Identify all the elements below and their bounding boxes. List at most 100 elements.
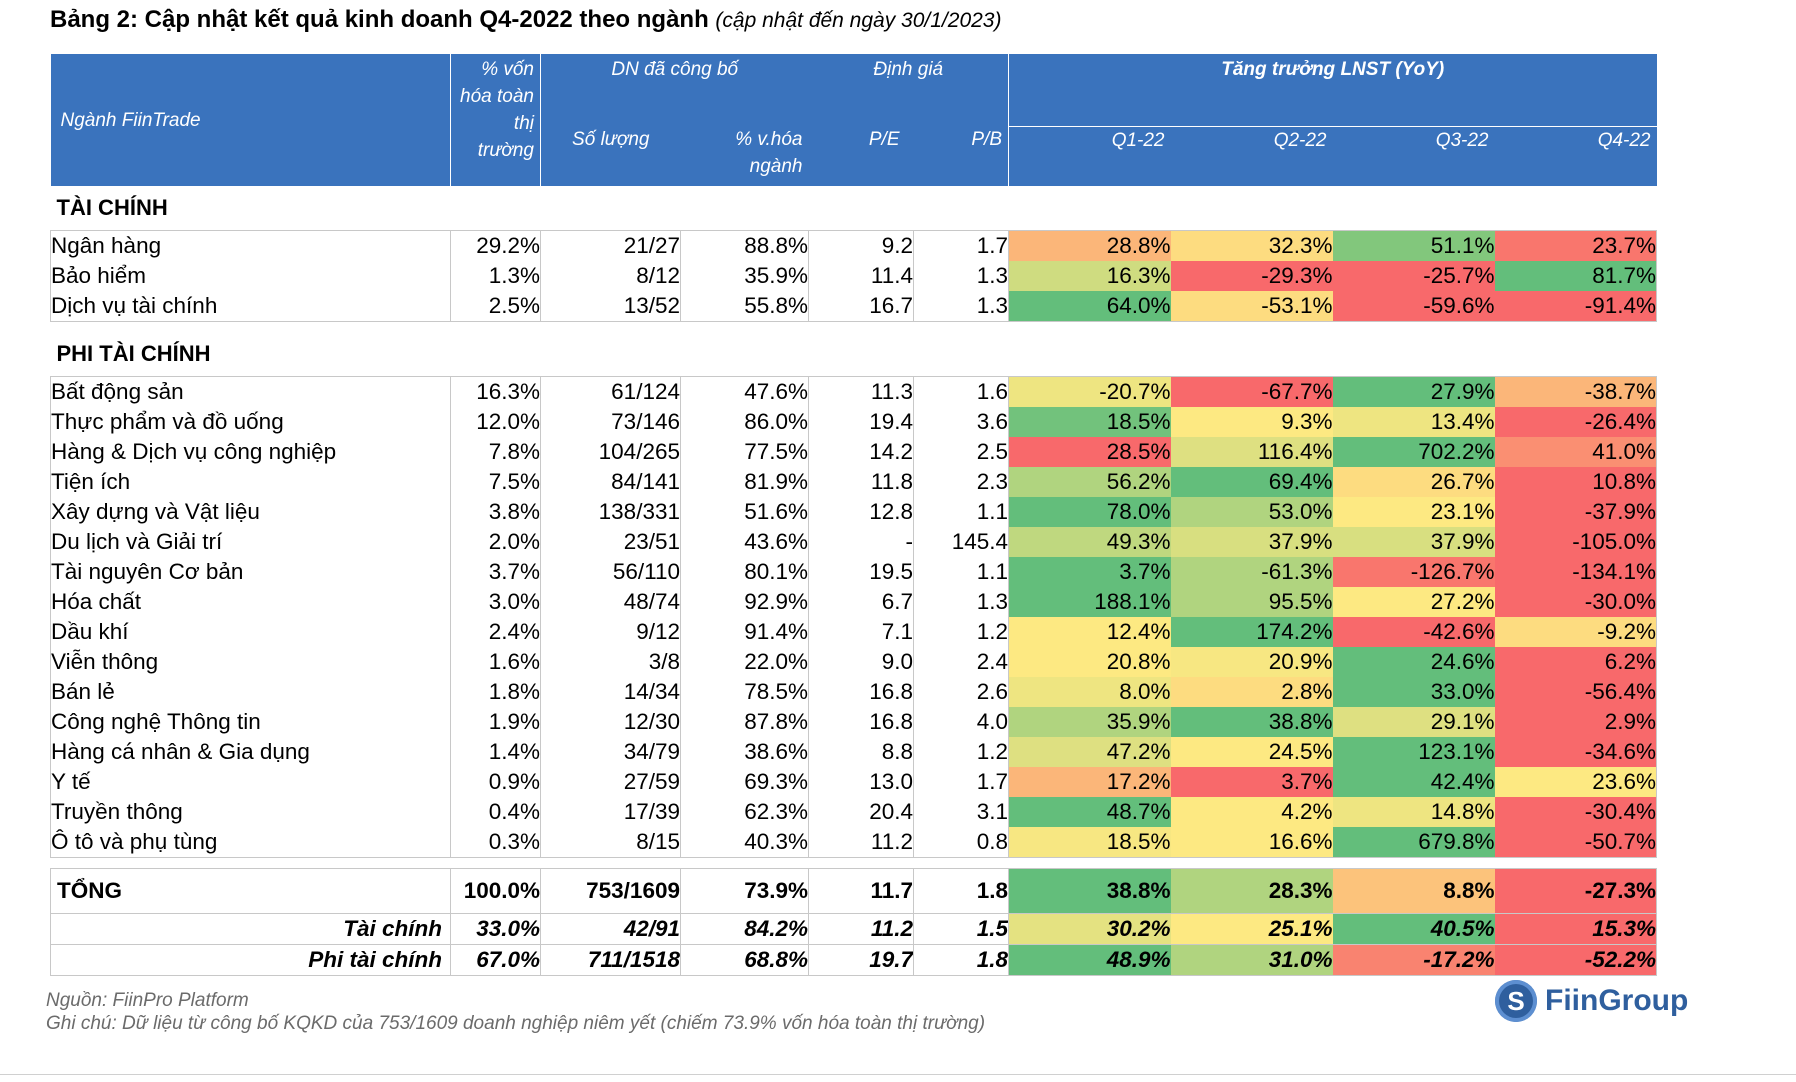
table-row: Bảo hiểm 1.3% 8/12 35.9% 11.4 1.3 16.3% -29.3% -… [50, 261, 1657, 291]
count-cell: 23/51 [540, 527, 681, 557]
count-cell: 3/8 [540, 647, 681, 677]
pct-cell: 77.5% [680, 437, 809, 467]
growth-q3-cell: 23.1% [1332, 497, 1495, 527]
count-cell: 9/12 [540, 617, 681, 647]
pb-cell: 1.7 [913, 230, 1009, 261]
header-pct-industry: % v.hóa ngành [680, 126, 809, 186]
growth-q3-cell: 42.4% [1332, 767, 1495, 797]
count-cell: 14/34 [540, 677, 681, 707]
growth-q1-cell: 8.0% [1008, 677, 1171, 707]
industry-name: Viễn thông [50, 647, 451, 677]
pb-cell: 1.2 [913, 617, 1009, 647]
market-cap-cell: 3.0% [450, 587, 541, 617]
growth-q4-cell: 23.6% [1494, 767, 1657, 797]
growth-q4-cell: 81.7% [1494, 261, 1657, 291]
count-cell: 104/265 [540, 437, 681, 467]
growth-q2-cell: 20.9% [1170, 647, 1333, 677]
growth-q4-cell: 23.7% [1494, 230, 1657, 261]
growth-q3-cell: 27.9% [1332, 376, 1495, 407]
pe-cell: 11.4 [808, 261, 914, 291]
section-title: PHI TÀI CHÍNH [56, 341, 211, 366]
growth-q2-cell: 69.4% [1170, 467, 1333, 497]
pct-cell: 22.0% [680, 647, 809, 677]
pb-cell: 2.3 [913, 467, 1009, 497]
fiingroup-logo: S FiinGroup [1495, 980, 1688, 1022]
growth-q3-cell: 37.9% [1332, 527, 1495, 557]
header-q2: Q2-22 [1170, 126, 1333, 186]
pe-cell: 11.2 [808, 827, 914, 858]
pe-cell: 19.5 [808, 557, 914, 587]
pe-cell: 16.7 [808, 291, 914, 322]
pe-cell: 20.4 [808, 797, 914, 827]
pct-cell: 51.6% [680, 497, 809, 527]
pct-cell: 68.8% [680, 944, 809, 976]
growth-q3-cell: 51.1% [1332, 230, 1495, 261]
table-row: Hóa chất 3.0% 48/74 92.9% 6.7 1.3 188.1% 95.5% 2… [50, 587, 1657, 617]
growth-q2-cell: 2.8% [1170, 677, 1333, 707]
growth-q4-cell: 41.0% [1494, 437, 1657, 467]
table-row: Dầu khí 2.4% 9/12 91.4% 7.1 1.2 12.4% 174.2% -42… [50, 617, 1657, 647]
growth-q1-cell: 3.7% [1008, 557, 1171, 587]
market-cap-cell: 1.9% [450, 707, 541, 737]
growth-q2-cell: 16.6% [1170, 827, 1333, 858]
count-cell: 21/27 [540, 230, 681, 261]
growth-q2-cell: 32.3% [1170, 230, 1333, 261]
table-row: Ngân hàng 29.2% 21/27 88.8% 9.2 1.7 28.8% 32.3%… [50, 230, 1657, 261]
pb-cell: 145.4 [913, 527, 1009, 557]
growth-q2-cell: 95.5% [1170, 587, 1333, 617]
growth-q1-cell: 30.2% [1008, 913, 1171, 945]
growth-q2-cell: -67.7% [1170, 376, 1333, 407]
pct-cell: 87.8% [680, 707, 809, 737]
industry-results-table: Ngành FiinTrade % vốn hóa toàn thị trườn… [50, 54, 1657, 976]
pe-cell: 16.8 [808, 707, 914, 737]
subtotal-row: Phi tài chính 67.0% 711/1518 68.8% 19.7 1.8 48… [50, 944, 1657, 976]
table-body: TÀI CHÍNH Ngân hàng 29.2% 21/27 88.8% 9.2 1.7 2… [50, 186, 1657, 976]
growth-q4-cell: -134.1% [1494, 557, 1657, 587]
pb-cell: 2.4 [913, 647, 1009, 677]
market-cap-cell: 7.5% [450, 467, 541, 497]
spacer-cell [51, 322, 1657, 333]
count-cell: 56/110 [540, 557, 681, 587]
growth-q4-cell: -30.4% [1494, 797, 1657, 827]
pe-cell: 12.8 [808, 497, 914, 527]
pct-cell: 92.9% [680, 587, 809, 617]
growth-q4-cell: -56.4% [1494, 677, 1657, 707]
header-pb: P/B [913, 126, 1009, 186]
growth-q3-cell: 13.4% [1332, 407, 1495, 437]
count-cell: 34/79 [540, 737, 681, 767]
growth-q1-cell: 78.0% [1008, 497, 1171, 527]
count-cell: 8/15 [540, 827, 681, 858]
growth-q1-cell: 64.0% [1008, 291, 1171, 322]
pb-cell: 2.5 [913, 437, 1009, 467]
growth-q1-cell: 28.8% [1008, 230, 1171, 261]
market-cap-cell: 3.7% [450, 557, 541, 587]
header-count: Số lượng [540, 126, 681, 186]
growth-q1-cell: 18.5% [1008, 407, 1171, 437]
table-row: Dịch vụ tài chính 2.5% 13/52 55.8% 16.7 1.3 64… [50, 291, 1657, 322]
industry-name: Ô tô và phụ tùng [50, 827, 451, 858]
growth-q1-cell: 28.5% [1008, 437, 1171, 467]
growth-q4-cell: -34.6% [1494, 737, 1657, 767]
industry-name: Y tế [50, 767, 451, 797]
growth-q4-cell: -50.7% [1494, 827, 1657, 858]
pct-cell: 43.6% [680, 527, 809, 557]
table-row: Hàng & Dịch vụ công nghiệp 7.8% 104/265 77.… [50, 437, 1657, 467]
growth-q3-cell: 24.6% [1332, 647, 1495, 677]
growth-q3-cell: -126.7% [1332, 557, 1495, 587]
growth-q3-cell: 14.8% [1332, 797, 1495, 827]
pct-cell: 73.9% [680, 868, 809, 914]
growth-q2-cell: -53.1% [1170, 291, 1333, 322]
market-cap-cell: 3.8% [450, 497, 541, 527]
pe-cell: 9.2 [808, 230, 914, 261]
growth-q1-cell: 20.8% [1008, 647, 1171, 677]
count-cell: 84/141 [540, 467, 681, 497]
growth-q2-cell: 37.9% [1170, 527, 1333, 557]
growth-q4-cell: -37.9% [1494, 497, 1657, 527]
growth-q2-cell: 9.3% [1170, 407, 1333, 437]
count-cell: 8/12 [540, 261, 681, 291]
industry-name: Xây dựng và Vật liệu [50, 497, 451, 527]
market-cap-cell: 29.2% [450, 230, 541, 261]
section-title: TÀI CHÍNH [56, 195, 168, 220]
pb-cell: 1.8 [913, 868, 1009, 914]
header-industry: Ngành FiinTrade [50, 54, 451, 186]
